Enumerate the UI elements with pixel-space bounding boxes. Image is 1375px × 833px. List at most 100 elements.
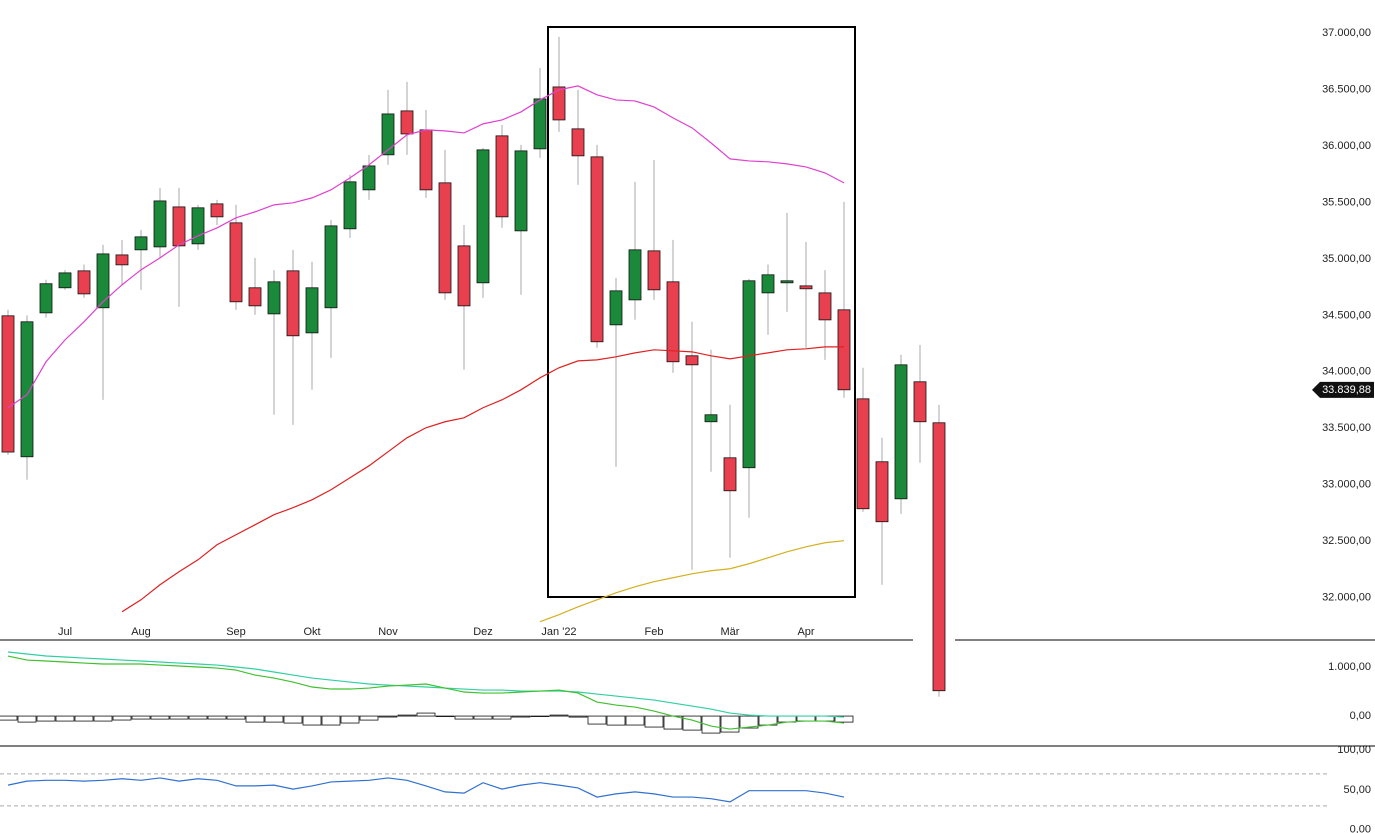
indicator-line: [7, 777, 845, 803]
last-price-tag: [1312, 381, 1374, 398]
candle-body: [96, 253, 110, 309]
histogram-bar: [302, 715, 322, 726]
x-tick-label: Jan '22: [541, 626, 576, 638]
candle-body: [799, 285, 813, 290]
indicator-line: [7, 651, 845, 718]
candle-body: [685, 355, 699, 366]
x-tick-label: Apr: [797, 626, 814, 638]
y-tick-label: 36.500,00: [1322, 83, 1371, 95]
histogram-bar: [435, 715, 455, 717]
candle-body: [552, 86, 566, 121]
candle-body: [39, 283, 53, 314]
histogram-bar: [663, 715, 683, 730]
histogram-bar: [359, 715, 379, 721]
candle-body: [419, 129, 433, 191]
candle-body: [495, 135, 509, 218]
candle-body: [438, 182, 452, 294]
candle-body: [628, 249, 642, 301]
histogram-bar: [188, 715, 208, 720]
histogram-bar: [568, 715, 588, 718]
candle-body: [875, 461, 889, 523]
histogram-bar: [530, 715, 550, 717]
histogram-bar: [473, 715, 493, 720]
candle-body: [77, 270, 91, 295]
candle-body: [381, 113, 395, 156]
histogram-bar: [378, 715, 398, 718]
x-tick-label: Feb: [645, 626, 664, 638]
y-tick-label: 36.000,00: [1322, 140, 1371, 152]
x-tick-label: Okt: [303, 626, 320, 638]
histogram-bar: [796, 715, 816, 722]
histogram-bar: [112, 715, 132, 721]
indicator-line: [539, 540, 845, 623]
candle-body: [324, 225, 338, 309]
candle-body: [115, 254, 129, 266]
candle-body: [609, 290, 623, 326]
histogram-bar: [55, 715, 75, 722]
histogram-bar: [454, 715, 474, 720]
candle-body: [932, 422, 946, 692]
x-tick-label: Nov: [378, 626, 398, 638]
candle-body: [704, 414, 718, 423]
histogram-bar: [131, 715, 151, 720]
indicator-line: [7, 85, 845, 409]
indicator-line: [7, 655, 845, 730]
highlight-box: [547, 26, 856, 598]
candle-body: [742, 280, 756, 469]
y-tick-label: 35.500,00: [1322, 196, 1371, 208]
histogram-bar: [245, 715, 265, 723]
histogram-bar: [0, 715, 18, 721]
histogram-bar: [606, 715, 626, 726]
candle-body: [476, 149, 490, 284]
histogram-bar: [169, 715, 189, 720]
candle-body: [58, 272, 72, 289]
candle-body: [818, 292, 832, 321]
y-tick-label: 0,00: [1350, 824, 1371, 833]
y-tick-label: 1.000,00: [1328, 661, 1371, 673]
candle-body: [666, 281, 680, 363]
histogram-bar: [416, 712, 436, 717]
candle-body: [533, 98, 547, 150]
histogram-bar: [93, 715, 113, 722]
histogram-bar: [226, 715, 246, 720]
y-tick-label: 32.500,00: [1322, 535, 1371, 547]
candle-body: [894, 364, 908, 500]
candle-body: [723, 457, 737, 492]
candle-body: [286, 270, 300, 337]
histogram-bar: [701, 715, 721, 734]
histogram-bar: [739, 715, 759, 729]
x-tick-label: Sep: [226, 626, 246, 638]
histogram-bar: [834, 715, 854, 723]
y-tick-label: 33.000,00: [1322, 479, 1371, 491]
histogram-bar: [549, 714, 569, 717]
x-tick-label: Aug: [131, 626, 151, 638]
y-tick-label: 33.500,00: [1322, 422, 1371, 434]
candle-body: [20, 321, 34, 458]
candle-body: [780, 280, 794, 284]
y-tick-label: 0,00: [1350, 710, 1371, 722]
candle-body: [134, 236, 148, 251]
histogram-bar: [36, 715, 56, 722]
y-tick-label: 34.500,00: [1322, 309, 1371, 321]
candle-body: [343, 181, 357, 230]
candle-body: [305, 287, 319, 334]
histogram-bar: [264, 715, 284, 723]
histogram-bar: [321, 715, 341, 726]
candle-body: [210, 203, 224, 218]
last-price-label: 33.839,88: [1322, 384, 1371, 396]
histogram-bar: [340, 715, 360, 724]
y-tick-label: 35.000,00: [1322, 253, 1371, 265]
y-tick-label: 34.000,00: [1322, 366, 1371, 378]
histogram-bar: [74, 715, 94, 722]
histogram-bar: [17, 715, 37, 723]
candle-body: [514, 150, 528, 232]
candle-body: [837, 309, 851, 391]
candle-body: [913, 381, 927, 423]
indicator-line: [121, 346, 844, 613]
histogram-bar: [207, 715, 227, 720]
histogram-bar: [625, 715, 645, 726]
x-tick-label: Dez: [473, 626, 493, 638]
candle-body: [457, 245, 471, 307]
y-tick-label: 100,00: [1337, 744, 1371, 756]
